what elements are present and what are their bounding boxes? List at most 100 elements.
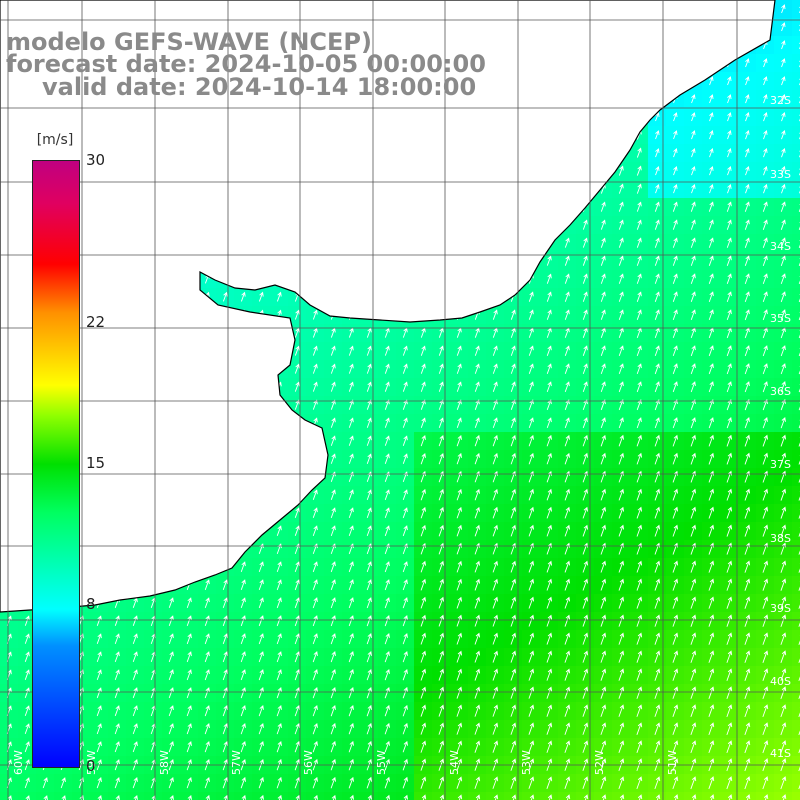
wind-arrow: [600, 686, 607, 699]
wind-arrow: [601, 794, 607, 800]
wind-arrow: [384, 507, 390, 519]
wind-arrow: [636, 273, 642, 284]
wind-arrow: [222, 291, 228, 302]
speed-cell: [558, 792, 577, 800]
wind-arrow: [546, 488, 552, 501]
wind-arrow: [168, 651, 174, 663]
speed-cell: [324, 792, 343, 800]
wind-arrow: [690, 722, 697, 735]
wind-arrow: [276, 687, 282, 699]
wind-arrow: [654, 614, 661, 627]
wind-arrow: [654, 704, 661, 717]
wind-arrow: [745, 165, 750, 176]
wind-arrow: [420, 632, 427, 645]
wind-arrow: [204, 579, 210, 590]
wind-arrow: [240, 651, 246, 663]
wind-arrow: [348, 327, 354, 338]
wind-arrow: [582, 399, 588, 411]
wind-arrow: [727, 94, 732, 104]
wind-arrow: [258, 705, 264, 717]
wind-arrow: [726, 686, 733, 699]
wind-arrow: [564, 704, 571, 717]
wind-arrow: [294, 345, 300, 356]
wind-arrow: [474, 650, 481, 663]
wind-arrow: [672, 668, 679, 681]
wind-arrow: [438, 668, 445, 681]
wind-arrow: [528, 399, 534, 411]
wind-arrow: [654, 488, 661, 501]
wind-arrow: [762, 291, 768, 303]
wind-arrow: [673, 112, 678, 122]
wind-arrow: [762, 560, 769, 573]
wind-arrow: [24, 615, 30, 626]
wind-arrow: [618, 219, 624, 230]
wind-arrow: [618, 345, 624, 357]
wind-arrow: [654, 345, 660, 357]
wind-arrow: [672, 776, 679, 790]
wind-arrow: [564, 452, 570, 465]
wind-arrow: [420, 776, 427, 789]
valid-date: valid date: 2024-10-14 18:00:00: [42, 73, 477, 101]
wind-arrow: [618, 291, 624, 302]
wind-arrow: [709, 130, 714, 140]
wind-arrow: [564, 668, 571, 681]
wind-arrow: [600, 399, 606, 411]
wind-arrow: [168, 741, 174, 753]
wind-arrow: [420, 704, 427, 717]
wind-arrow: [366, 435, 372, 446]
wind-arrow: [438, 722, 445, 735]
speed-cell: [162, 792, 181, 800]
speed-cell: [630, 792, 649, 800]
wind-arrow: [600, 650, 607, 663]
wind-arrow: [636, 183, 642, 194]
speed-cell: [792, 630, 800, 649]
wind-arrow: [619, 794, 625, 800]
wind-arrow: [564, 237, 570, 248]
wind-arrow: [582, 686, 589, 699]
wind-arrow: [600, 668, 607, 681]
wind-arrow: [600, 596, 607, 609]
wind-arrow: [348, 633, 354, 645]
wind-arrow: [582, 668, 589, 681]
wind-arrow: [330, 381, 336, 392]
wind-arrow: [744, 776, 751, 790]
speed-cell: [54, 792, 73, 800]
wind-arrow: [114, 741, 120, 753]
wind-arrow: [582, 309, 588, 320]
longitude-label: 51W: [666, 750, 679, 775]
wind-arrow: [474, 345, 480, 356]
speed-cell: [198, 792, 217, 800]
wind-arrow: [691, 130, 696, 140]
wind-arrow: [384, 615, 390, 627]
wind-arrow: [312, 327, 318, 338]
wind-arrow: [708, 309, 714, 321]
wind-arrow: [24, 633, 30, 644]
wind-arrow: [636, 722, 643, 735]
colorbar-units: [m/s]: [36, 132, 74, 148]
wind-arrow: [276, 291, 282, 302]
wind-arrow: [726, 668, 733, 681]
wind-arrow: [780, 524, 787, 537]
wind-arrow: [780, 309, 786, 321]
wind-arrow: [510, 686, 517, 699]
wind-arrow: [582, 578, 589, 591]
wind-arrow: [546, 434, 552, 447]
wind-arrow: [402, 776, 408, 789]
wind-arrow: [582, 740, 589, 753]
wind-arrow: [582, 452, 588, 465]
wind-arrow: [312, 363, 318, 374]
wind-arrow: [727, 130, 732, 140]
wind-arrow: [384, 381, 390, 392]
wind-arrow: [726, 776, 733, 790]
wind-arrow: [402, 345, 408, 356]
wind-arrow: [474, 632, 481, 645]
wind-arrow: [600, 237, 606, 248]
wind-arrow: [781, 4, 786, 14]
wind-arrow: [654, 381, 660, 393]
wind-arrow: [654, 255, 660, 266]
wind-arrow: [474, 614, 481, 627]
wind-arrow: [745, 147, 750, 158]
wind-arrow: [636, 704, 643, 717]
wind-arrow: [727, 112, 732, 122]
wind-arrow: [582, 776, 589, 789]
